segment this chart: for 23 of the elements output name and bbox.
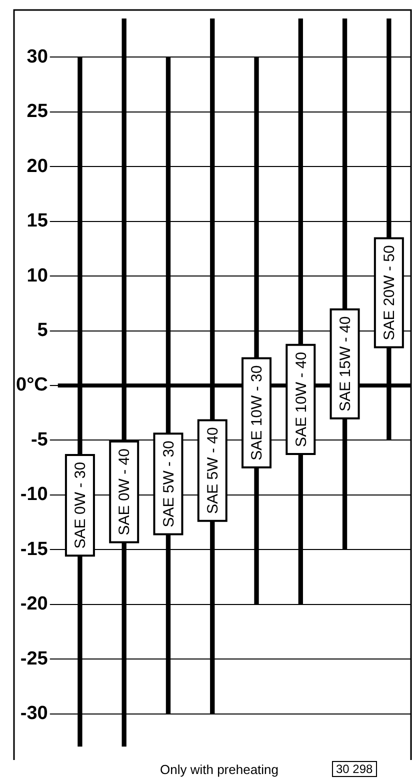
y-tick-label: 25	[26, 101, 48, 122]
y-tick-label: -30	[20, 703, 48, 724]
y-tick-label: -15	[20, 538, 48, 560]
y-tick-label: -20	[20, 594, 48, 615]
text: 30 298	[332, 761, 377, 777]
text: Only with preheating	[160, 762, 279, 777]
y-tick-label: 30	[26, 46, 48, 68]
y-tick-label: 10	[26, 265, 48, 286]
x-tick-label: SAE 15W - 40	[336, 316, 354, 412]
y-tick-label: -5	[30, 429, 48, 450]
y-tick-label: 5	[37, 320, 48, 341]
x-tick-label: SAE 10W - 40	[292, 352, 310, 447]
x-tick-label: SAE 0W - 40	[116, 448, 134, 536]
x-tick-label: SAE 5W - 40	[204, 427, 222, 514]
x-tick-label: SAE 20W - 50	[381, 245, 398, 340]
y-tick-label: -25	[20, 648, 48, 670]
y-tick-label: 0°C	[16, 374, 48, 396]
y-tick-label: 20	[26, 156, 48, 177]
y-tick-label: -10	[20, 484, 48, 506]
x-tick-label: SAE 0W - 30	[72, 462, 90, 549]
x-tick-label: SAE 10W - 30	[248, 365, 266, 460]
y-tick-label: 15	[26, 210, 48, 232]
x-tick-label: SAE 5W - 30	[160, 440, 178, 528]
